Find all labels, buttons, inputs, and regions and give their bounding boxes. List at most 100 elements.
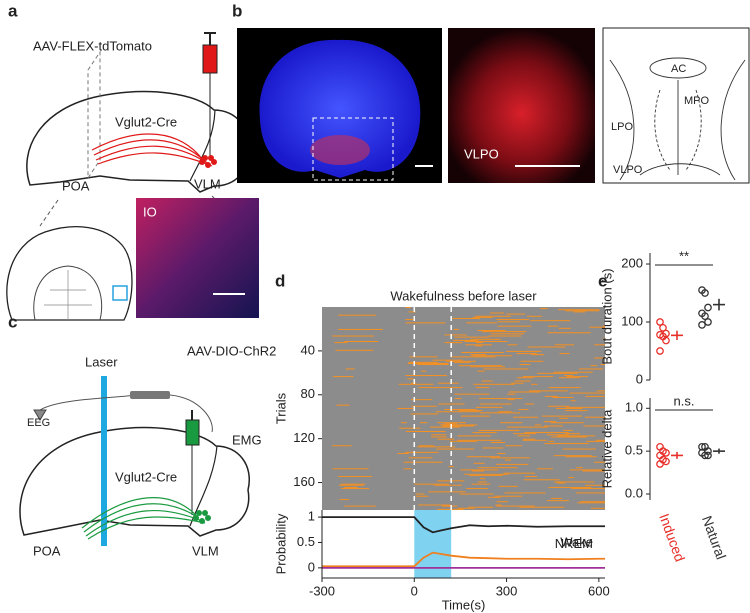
raster-segment bbox=[496, 463, 529, 465]
raster-segment bbox=[600, 364, 605, 366]
raster-segment bbox=[546, 434, 570, 436]
y-axis-label: Probability bbox=[273, 513, 288, 574]
raster-segment bbox=[575, 492, 605, 494]
raster-segment bbox=[340, 488, 369, 490]
raster-segment bbox=[407, 378, 414, 380]
wire bbox=[39, 394, 213, 433]
raster-segment bbox=[437, 422, 466, 424]
raster-segment bbox=[506, 426, 548, 428]
raster-segment bbox=[408, 457, 433, 459]
raster-segment bbox=[437, 438, 455, 440]
raster-segment bbox=[340, 483, 366, 485]
y-tick-label: 0.0 bbox=[625, 485, 643, 500]
raster-segment bbox=[460, 469, 498, 471]
raster-segment bbox=[400, 422, 407, 424]
raster-segment bbox=[498, 485, 518, 487]
raster-segment bbox=[557, 435, 596, 437]
raster-segment bbox=[411, 405, 437, 407]
x-tick-label: 300 bbox=[496, 583, 518, 598]
raster-segment bbox=[527, 315, 542, 317]
raster-segment bbox=[332, 335, 374, 337]
raster-segment bbox=[546, 500, 570, 502]
raster-segment bbox=[517, 435, 531, 437]
raster-segment bbox=[335, 349, 374, 351]
panel-label: d bbox=[275, 271, 285, 290]
data-point bbox=[698, 321, 706, 329]
raster-segment bbox=[338, 484, 364, 486]
raster-segment bbox=[517, 377, 534, 379]
raster-segment bbox=[332, 468, 369, 470]
raster-segment bbox=[472, 432, 497, 434]
raster-segment bbox=[569, 392, 605, 394]
syringe bbox=[185, 419, 200, 446]
raster-segment bbox=[504, 459, 512, 461]
raster-segment bbox=[475, 345, 483, 347]
raster-segment bbox=[547, 332, 591, 334]
data-point bbox=[659, 323, 667, 332]
raster-segment bbox=[433, 484, 463, 486]
raster-segment bbox=[589, 326, 605, 328]
raster-segment bbox=[479, 412, 521, 414]
raster-segment bbox=[466, 488, 488, 490]
raster-segment bbox=[551, 497, 562, 499]
raster-segment bbox=[559, 417, 569, 419]
raster-segment bbox=[460, 415, 490, 417]
raster-segment bbox=[554, 344, 575, 346]
raster-segment bbox=[438, 403, 465, 405]
raster-segment bbox=[497, 452, 506, 454]
raster-segment bbox=[518, 409, 529, 411]
raster-segment bbox=[513, 416, 539, 418]
raster-segment bbox=[405, 375, 447, 377]
y-tick-label: 100 bbox=[621, 313, 643, 328]
raster-segment bbox=[513, 433, 536, 435]
raster-segment bbox=[519, 506, 565, 508]
raster-segment bbox=[414, 483, 450, 485]
raster-segment bbox=[555, 407, 583, 409]
raster-segment bbox=[537, 468, 553, 470]
raster-segment bbox=[336, 404, 350, 406]
raster-segment bbox=[522, 438, 536, 440]
raster-segment bbox=[548, 440, 554, 442]
raster-segment bbox=[410, 413, 439, 415]
raster-segment bbox=[466, 456, 501, 458]
raster-segment bbox=[540, 308, 548, 310]
raster-segment bbox=[430, 436, 447, 438]
significance-label: ** bbox=[679, 248, 689, 263]
panel-label: e bbox=[598, 271, 607, 290]
atlas-label: MPO bbox=[684, 95, 710, 107]
raster-segment bbox=[479, 403, 512, 405]
raster-segment bbox=[496, 319, 529, 321]
y-axis-label: Bout duration (s) bbox=[599, 268, 614, 364]
raster-segment bbox=[497, 325, 532, 327]
raster-segment bbox=[482, 447, 504, 449]
raster-segment bbox=[483, 368, 529, 370]
raster-segment bbox=[547, 405, 570, 407]
raster-segment bbox=[503, 472, 535, 474]
raster-segment bbox=[332, 376, 354, 378]
raster-segment bbox=[569, 469, 605, 471]
raster-segment bbox=[475, 387, 490, 389]
region-label: VLM bbox=[194, 176, 221, 191]
raster-segment bbox=[442, 425, 475, 427]
brain-outline bbox=[19, 426, 250, 537]
coronal-section bbox=[44, 270, 92, 320]
x-axis-label: Time(s) bbox=[442, 597, 486, 612]
y-tick-label: 1.0 bbox=[625, 400, 643, 415]
raster-segment bbox=[536, 372, 578, 374]
raster-segment bbox=[591, 507, 605, 509]
y-tick-label: 120 bbox=[293, 430, 315, 445]
raster-segment bbox=[446, 360, 476, 362]
raster-segment bbox=[444, 409, 477, 411]
raster-segment bbox=[444, 342, 463, 344]
raster-segment bbox=[580, 501, 605, 503]
x-tick-label: 600 bbox=[588, 583, 610, 598]
raster-segment bbox=[576, 467, 583, 469]
cre-label: Vglut2-Cre bbox=[115, 114, 177, 129]
data-point bbox=[704, 318, 712, 326]
cre-label: Vglut2-Cre bbox=[115, 469, 177, 484]
raster-segment bbox=[511, 382, 524, 384]
zoom-line bbox=[39, 199, 59, 227]
raster-segment bbox=[489, 312, 505, 314]
raster-segment bbox=[338, 328, 383, 330]
y-tick-label: 40 bbox=[301, 342, 315, 357]
